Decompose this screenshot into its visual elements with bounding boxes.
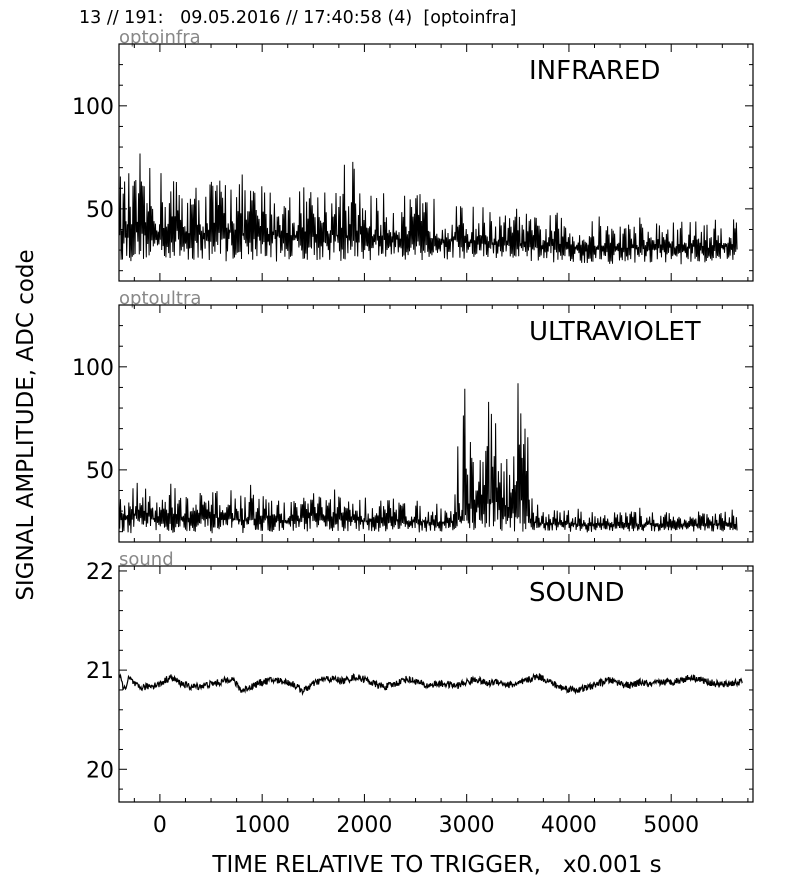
y-tick-label: 20 — [86, 758, 114, 783]
y-axis-label: SIGNAL AMPLITUDE, ADC code — [13, 249, 39, 600]
y-tick-label: 50 — [86, 198, 114, 223]
panel-title: SOUND — [529, 578, 624, 608]
x-axis-label: TIME RELATIVE TO TRIGGER, x0.001 s — [211, 852, 661, 878]
y-tick-label: 21 — [86, 659, 114, 684]
y-tick-label: 100 — [72, 95, 114, 120]
x-tick-label: 2000 — [336, 813, 392, 838]
channel-label: optoultra — [119, 288, 201, 309]
panel-title: INFRARED — [529, 56, 660, 86]
y-tick-label: 50 — [86, 459, 114, 484]
y-tick-label: 100 — [72, 356, 114, 381]
header-text: 13 // 191: 09.05.2016 // 17:40:58 (4) [o… — [79, 8, 517, 28]
y-tick-label: 22 — [86, 560, 114, 585]
panel-title: ULTRAVIOLET — [529, 317, 701, 347]
panel-sound: sound SOUND 0 1000 2000 3000 4000 5000 20 21 22 — [86, 549, 754, 838]
plot-frame — [118, 304, 754, 543]
plot-frame — [118, 565, 754, 803]
x-tick-label: 0 — [153, 813, 167, 838]
panel-optoultra: optoultra ULTRAVIOLET 50 100 — [72, 288, 754, 543]
x-tick-label: 5000 — [643, 813, 699, 838]
channel-label: optoinfra — [119, 27, 201, 48]
channel-label: sound — [119, 549, 174, 570]
signal-trace — [118, 153, 738, 265]
signal-trace — [118, 672, 743, 697]
x-tick-label: 3000 — [439, 813, 495, 838]
x-tick-label: 4000 — [541, 813, 597, 838]
plot-frame — [118, 43, 754, 282]
panel-optoinfra: optoinfra INFRARED 50 100 — [72, 27, 754, 282]
signal-trace — [118, 383, 738, 534]
x-tick-label: 1000 — [234, 813, 290, 838]
